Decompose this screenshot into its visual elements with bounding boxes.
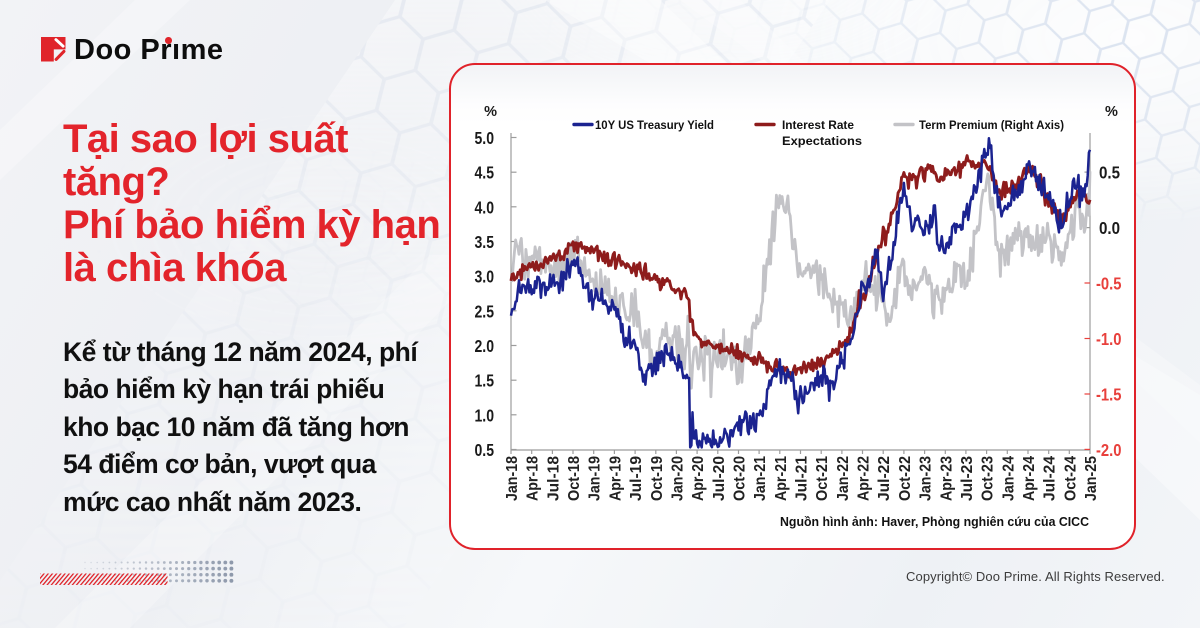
svg-text:1.0: 1.0: [475, 405, 495, 425]
svg-text:1.5: 1.5: [475, 371, 495, 391]
svg-text:Oct-23: Oct-23: [980, 456, 997, 501]
svg-text:0.0: 0.0: [1099, 218, 1120, 238]
svg-text:Jul-22: Jul-22: [876, 456, 893, 501]
svg-text:%: %: [1105, 104, 1118, 120]
svg-text:Apr-23: Apr-23: [938, 456, 955, 501]
svg-text:Jan-23: Jan-23: [918, 456, 935, 501]
svg-text:Jul-21: Jul-21: [794, 456, 811, 501]
svg-text:-1.0: -1.0: [1096, 329, 1122, 349]
svg-text:Interest Rate: Interest Rate: [782, 118, 854, 132]
svg-text:Jan-20: Jan-20: [669, 456, 686, 501]
svg-text:Jul-23: Jul-23: [959, 456, 976, 501]
svg-text:4.0: 4.0: [475, 197, 495, 217]
svg-text:2.5: 2.5: [475, 301, 495, 321]
svg-text:%: %: [484, 104, 497, 120]
svg-text:Apr-24: Apr-24: [1021, 456, 1038, 501]
svg-text:Oct-21: Oct-21: [814, 456, 831, 501]
svg-text:Oct-20: Oct-20: [732, 456, 749, 501]
svg-text:0.5: 0.5: [475, 440, 495, 460]
svg-text:Expectations: Expectations: [782, 134, 862, 148]
svg-text:5.0: 5.0: [475, 128, 495, 148]
svg-text:Jan-22: Jan-22: [835, 456, 852, 501]
svg-text:Apr-20: Apr-20: [690, 456, 707, 501]
svg-text:Apr-22: Apr-22: [856, 456, 873, 501]
svg-text:Jul-19: Jul-19: [628, 456, 645, 501]
svg-text:Jan-24: Jan-24: [1000, 456, 1017, 501]
svg-text:Jan-19: Jan-19: [587, 456, 604, 501]
svg-text:Oct-22: Oct-22: [897, 456, 914, 501]
svg-text:Jul-20: Jul-20: [711, 456, 728, 501]
svg-text:Jul-24: Jul-24: [1042, 456, 1059, 501]
svg-text:Jan-21: Jan-21: [752, 456, 769, 501]
svg-text:-1.5: -1.5: [1096, 385, 1122, 405]
svg-text:Jul-18: Jul-18: [545, 456, 562, 501]
svg-text:Nguồn hình ảnh: Haver, Phòng n: Nguồn hình ảnh: Haver, Phòng nghiên cứu …: [780, 515, 1089, 529]
svg-text:2.0: 2.0: [475, 336, 495, 356]
svg-text:Apr-19: Apr-19: [607, 456, 624, 501]
svg-text:Apr-18: Apr-18: [525, 456, 542, 501]
svg-text:Jan-25: Jan-25: [1083, 456, 1100, 501]
svg-text:Term Premium (Right Axis): Term Premium (Right Axis): [919, 118, 1064, 132]
svg-text:10Y US Treasury Yield: 10Y US Treasury Yield: [595, 118, 714, 132]
svg-text:Apr-21: Apr-21: [773, 456, 790, 501]
svg-text:3.5: 3.5: [475, 232, 495, 252]
svg-text:Jan-18: Jan-18: [504, 456, 521, 501]
svg-text:3.0: 3.0: [475, 267, 495, 287]
svg-text:Oct-24: Oct-24: [1062, 456, 1079, 501]
svg-text:4.5: 4.5: [475, 163, 495, 183]
svg-text:-0.5: -0.5: [1096, 274, 1122, 294]
svg-text:-2.0: -2.0: [1096, 440, 1122, 460]
svg-text:Oct-19: Oct-19: [649, 456, 666, 501]
svg-text:0.5: 0.5: [1099, 163, 1120, 183]
svg-text:Oct-18: Oct-18: [566, 456, 583, 501]
